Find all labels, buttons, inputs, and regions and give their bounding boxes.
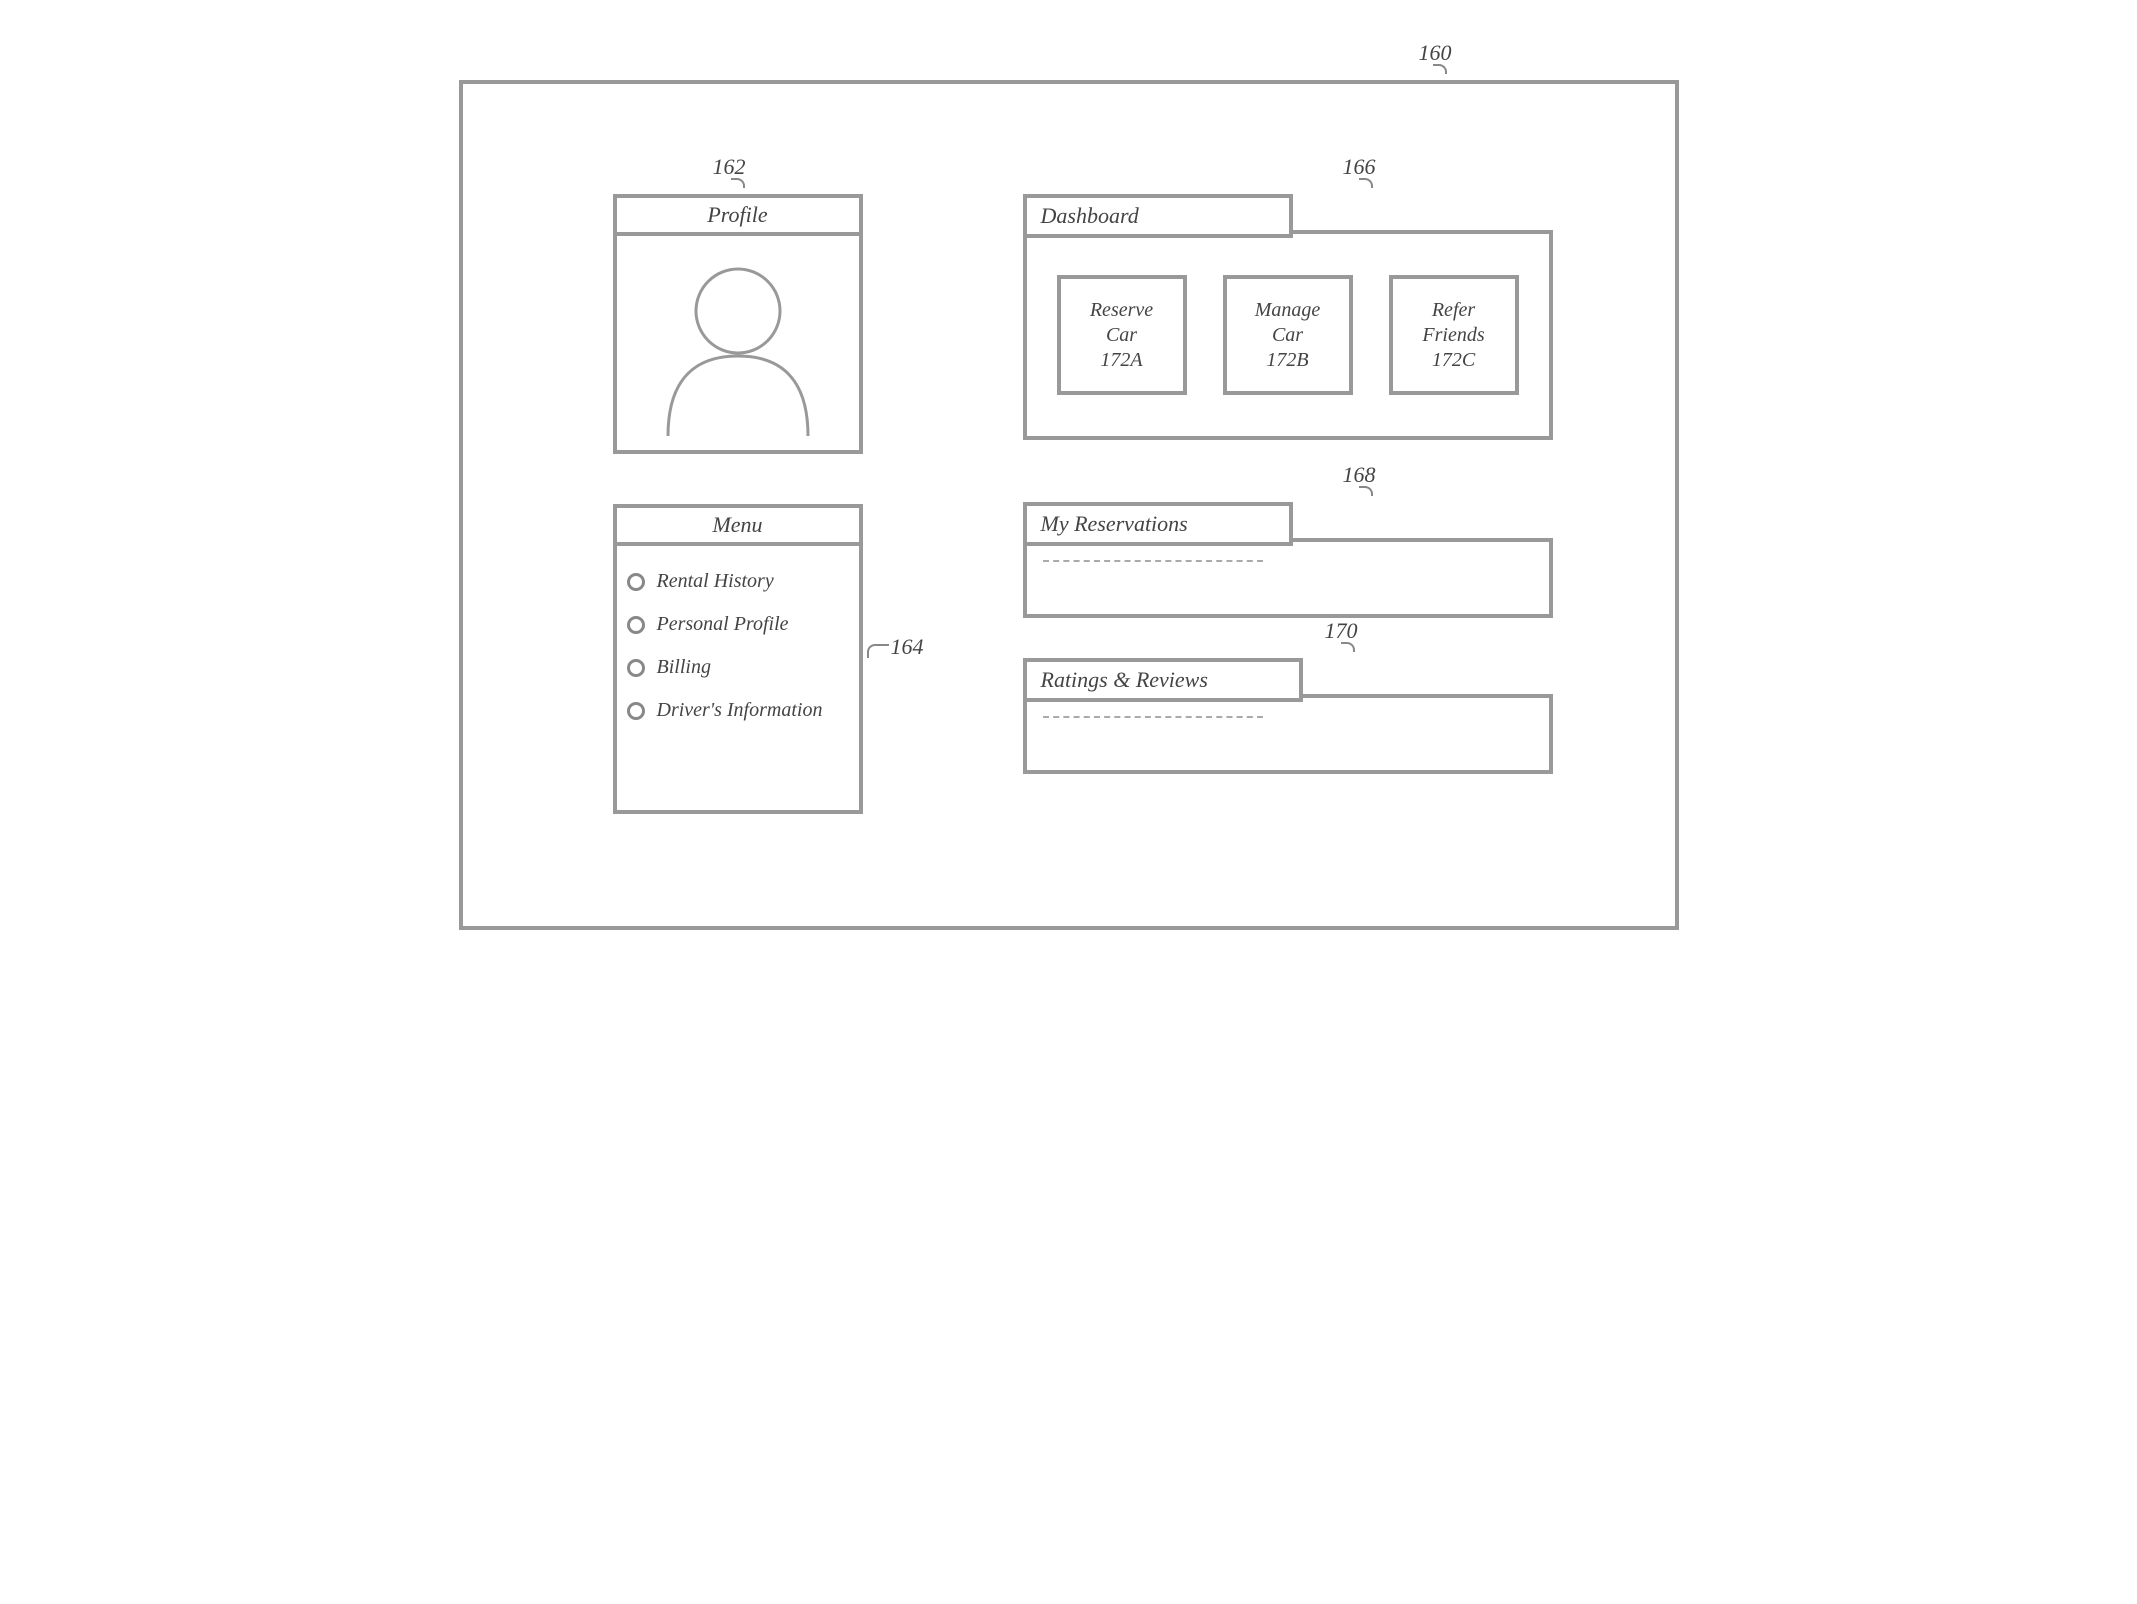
reservations-body	[1023, 538, 1553, 618]
ref-168: 168	[1343, 462, 1376, 488]
reservations-title: My Reservations	[1041, 511, 1188, 537]
ref-164: 164	[891, 634, 924, 660]
menu-item-label: Driver's Information	[657, 699, 823, 722]
ref-160: 160	[1419, 40, 1452, 66]
menu-item-personal-profile[interactable]: Personal Profile	[627, 603, 849, 646]
dashboard-cards-row: Reserve Car 172A Manage Car 172B Refer F…	[1027, 234, 1549, 436]
canvas: 160 162 Profile Menu Rental History	[449, 40, 1689, 940]
bullet-icon	[627, 702, 645, 720]
main-frame: 162 Profile Menu Rental History	[459, 80, 1679, 930]
ref-162: 162	[713, 154, 746, 180]
ref-168-hook	[1359, 486, 1373, 496]
profile-title: Profile	[617, 198, 859, 236]
ref-164-curl	[867, 644, 889, 658]
menu-title: Menu	[617, 508, 859, 546]
menu-item-label: Rental History	[657, 570, 774, 593]
profile-panel: Profile	[613, 194, 863, 454]
menu-item-drivers-info[interactable]: Driver's Information	[627, 689, 849, 732]
dashboard-card-reserve[interactable]: Reserve Car 172A	[1057, 275, 1187, 395]
ratings-placeholder-line	[1043, 716, 1263, 718]
card-line2: Car	[1272, 323, 1303, 348]
ref-170: 170	[1325, 618, 1358, 644]
menu-item-rental-history[interactable]: Rental History	[627, 560, 849, 603]
card-line1: Refer	[1432, 298, 1475, 323]
menu-item-billing[interactable]: Billing	[627, 646, 849, 689]
dashboard-card-refer[interactable]: Refer Friends 172C	[1389, 275, 1519, 395]
dashboard-card-manage[interactable]: Manage Car 172B	[1223, 275, 1353, 395]
menu-list: Rental History Personal Profile Billing …	[617, 546, 859, 746]
dashboard-body: Reserve Car 172A Manage Car 172B Refer F…	[1023, 230, 1553, 440]
ref-166: 166	[1343, 154, 1376, 180]
reservations-tab[interactable]: My Reservations	[1023, 502, 1293, 546]
ref-160-hook	[1433, 64, 1447, 74]
menu-item-label: Personal Profile	[657, 613, 789, 636]
ref-166-hook	[1359, 178, 1373, 188]
ratings-body	[1023, 694, 1553, 774]
profile-body	[617, 236, 859, 446]
bullet-icon	[627, 659, 645, 677]
menu-panel: Menu Rental History Personal Profile Bil…	[613, 504, 863, 814]
dashboard-title: Dashboard	[1041, 203, 1139, 229]
card-ref: 172B	[1266, 348, 1308, 373]
card-line1: Manage	[1255, 298, 1321, 323]
ref-162-hook	[731, 178, 745, 188]
avatar-icon	[638, 246, 838, 436]
dashboard-tab[interactable]: Dashboard	[1023, 194, 1293, 238]
bullet-icon	[627, 616, 645, 634]
card-line2: Friends	[1422, 323, 1484, 348]
card-ref: 172A	[1100, 348, 1142, 373]
card-line2: Car	[1106, 323, 1137, 348]
ratings-title: Ratings & Reviews	[1041, 667, 1208, 693]
ratings-tab[interactable]: Ratings & Reviews	[1023, 658, 1303, 702]
menu-item-label: Billing	[657, 656, 711, 679]
card-line1: Reserve	[1090, 298, 1153, 323]
reservations-placeholder-line	[1043, 560, 1263, 562]
card-ref: 172C	[1432, 348, 1475, 373]
bullet-icon	[627, 573, 645, 591]
ref-170-hook	[1341, 642, 1355, 652]
